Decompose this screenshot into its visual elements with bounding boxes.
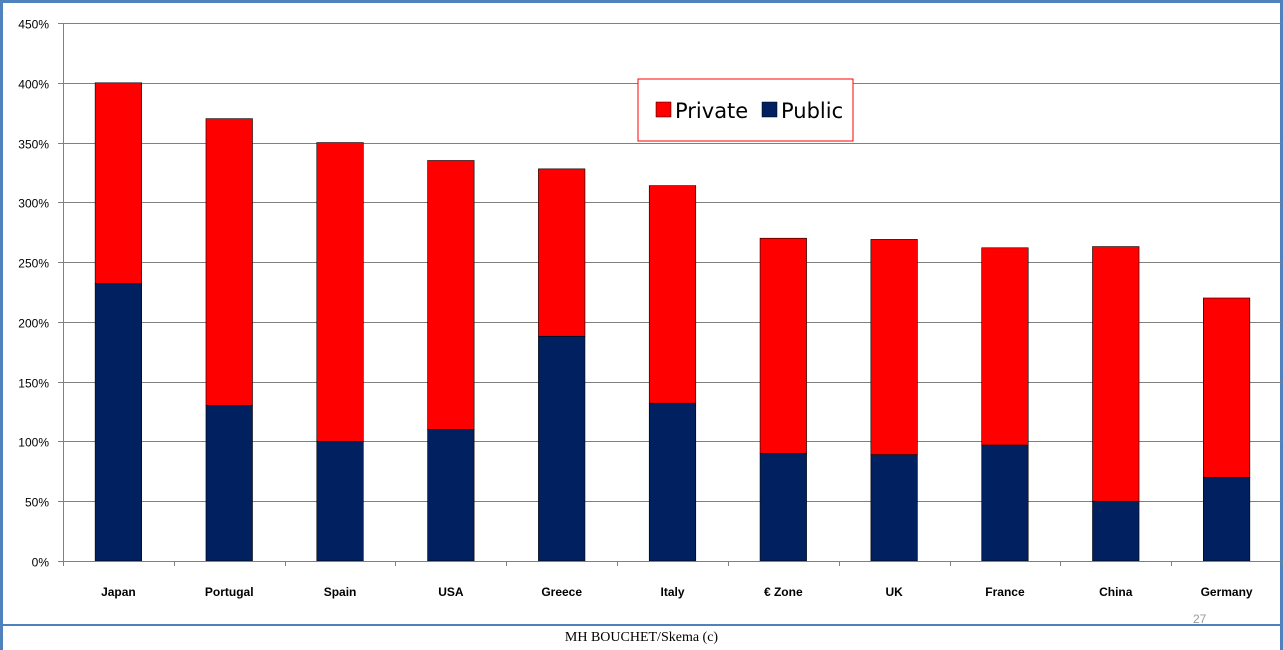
bar-public <box>981 444 1029 562</box>
category-label: Italy <box>660 585 684 599</box>
bar-private <box>316 142 364 442</box>
bar-private <box>981 247 1029 446</box>
bar-private <box>94 82 142 284</box>
legend-label-public: Public <box>781 99 843 123</box>
category-label: € Zone <box>764 585 803 599</box>
y-tick-label: 300% <box>18 197 49 211</box>
y-tick-label: 200% <box>18 317 49 331</box>
frame-top-border <box>0 0 1283 3</box>
bar-public <box>94 283 142 562</box>
y-tick-label: 150% <box>18 377 49 391</box>
frame-right-border <box>1280 0 1283 650</box>
category-label: Japan <box>101 585 136 599</box>
bars <box>94 82 1251 562</box>
footer-credit: MH BOUCHET/Skema (c) <box>564 630 719 645</box>
bar-private <box>538 168 586 337</box>
legend-swatch-private <box>655 101 672 118</box>
category-label: China <box>1099 585 1133 599</box>
bar-public <box>870 454 918 562</box>
category-labels: Japan Portugal Spain USA Greece Italy € Zone UK… <box>101 585 1253 599</box>
bar-private <box>870 239 918 455</box>
category-label: USA <box>438 585 464 599</box>
bar-public <box>538 335 586 562</box>
y-tick-label: 350% <box>18 138 49 152</box>
y-tick-labels: 0% 50% 100% 150% 200% 250% 300% 350% 400% 450% <box>18 18 49 570</box>
bar-public <box>205 405 253 562</box>
bar-private <box>205 118 253 406</box>
bar-public <box>759 453 807 562</box>
category-label: Spain <box>324 585 357 599</box>
y-tick-label: 50% <box>25 496 49 510</box>
legend: Private Public <box>637 78 854 142</box>
bar-public <box>648 402 697 562</box>
bar-private <box>427 160 475 430</box>
debt-stacked-bar-chart: 0% 50% 100% 150% 200% 250% 300% 350% 400% 450% Ja… <box>18 18 1283 599</box>
bar-private <box>648 185 697 404</box>
category-label: Germany <box>1201 585 1253 599</box>
y-tick-label: 0% <box>32 556 50 570</box>
category-label: France <box>985 585 1025 599</box>
category-label: Portugal <box>205 585 254 599</box>
bar-private <box>1203 297 1251 478</box>
y-tick-label: 100% <box>18 436 49 450</box>
bar-public <box>427 429 475 562</box>
axes <box>63 23 1283 566</box>
y-tick-label: 450% <box>18 18 49 32</box>
page-number: 27 <box>1193 612 1207 626</box>
footer-divider <box>0 624 1283 626</box>
category-label: UK <box>885 585 903 599</box>
legend-swatch-public <box>761 101 778 118</box>
y-tick-label: 250% <box>18 257 49 271</box>
bar-public <box>1092 500 1140 562</box>
bar-public <box>316 441 364 562</box>
bar-private <box>1092 246 1140 502</box>
y-tick-label: 400% <box>18 78 49 92</box>
bar-private <box>759 237 807 454</box>
legend-box <box>637 78 854 142</box>
category-label: Greece <box>541 585 582 599</box>
legend-label-private: Private <box>675 99 748 123</box>
frame-left-border <box>0 0 3 650</box>
bar-public <box>1203 477 1251 562</box>
